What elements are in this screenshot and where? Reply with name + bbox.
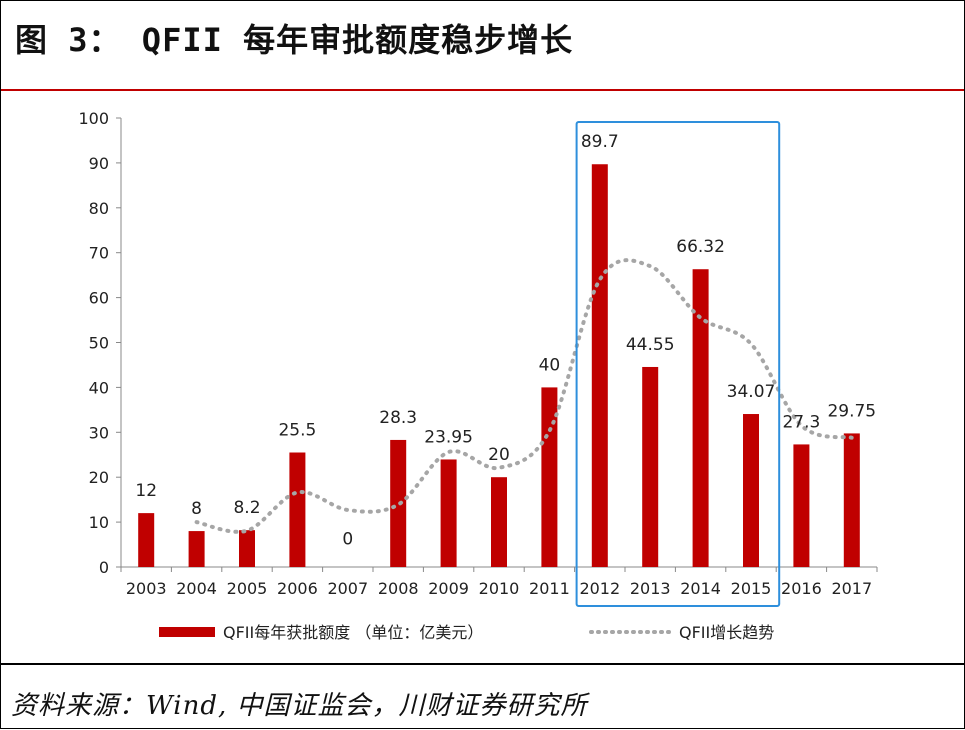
data-label-2017: 29.75 [827, 401, 876, 421]
x-tick-label: 2010 [479, 579, 520, 598]
bar-series [138, 164, 860, 567]
x-tick-label: 2008 [378, 579, 419, 598]
data-labels: 12 8 8.2 25.5 0 28.3 23.95 20 40 89.7 44.55 66.32 34… [135, 132, 876, 549]
x-tick-label: 2004 [176, 579, 217, 598]
bar-2011 [541, 387, 558, 567]
trend-series [194, 258, 854, 534]
x-tick-label: 2014 [680, 579, 721, 598]
figure-title: 图 3： QFII 每年审批额度稳步增长 [15, 21, 574, 59]
bar-2017 [843, 433, 860, 567]
y-tick-label: 90 [89, 154, 109, 173]
y-tick-label: 50 [89, 334, 109, 353]
y-axis: 0 10 20 30 40 50 60 70 80 90 100 [78, 109, 122, 577]
bar-2015 [743, 414, 759, 567]
bar-2013 [642, 366, 659, 567]
bar-2004 [188, 531, 205, 567]
y-tick-label: 100 [78, 109, 109, 128]
bar-2016 [793, 444, 810, 567]
bar-2006 [289, 452, 306, 567]
legend-label-trend: QFII增长趋势 [679, 623, 774, 642]
bar-2014 [692, 269, 709, 567]
title-bar: 图 3： QFII 每年审批额度稳步增长 [1, 1, 964, 91]
x-tick-label: 2012 [579, 579, 620, 598]
source-note: 资料来源：Wind, 中国证监会，川财证券研究所 [11, 691, 588, 721]
highlight-rect [575, 121, 781, 607]
x-axis: 2003 2004 2005 2006 2007 2008 2009 2010 2011 2012… [120, 566, 878, 598]
trend-line [194, 258, 854, 534]
data-label-2015: 34.07 [727, 382, 776, 402]
bar-2003 [138, 513, 155, 567]
y-tick-label: 0 [99, 558, 109, 577]
y-tick-label: 40 [89, 378, 109, 397]
data-label-2013: 44.55 [626, 335, 675, 355]
x-tick-label: 2013 [630, 579, 671, 598]
data-label-2010: 20 [488, 445, 510, 465]
highlight-box [575, 121, 781, 607]
y-tick-label: 60 [89, 289, 109, 308]
data-label-2004: 8 [191, 499, 202, 519]
bar-2009 [440, 459, 457, 567]
bar-2012 [591, 164, 608, 567]
y-tick-label: 70 [89, 244, 109, 263]
data-label-2006: 25.5 [278, 421, 316, 441]
data-label-2016: 27.3 [782, 412, 820, 432]
y-tick-label: 20 [89, 468, 109, 487]
data-label-2003: 12 [135, 481, 157, 501]
legend-swatch-bars [159, 627, 215, 637]
x-tick-label: 2007 [327, 579, 368, 598]
x-tick-label: 2017 [831, 579, 872, 598]
data-label-2012: 89.7 [581, 132, 619, 152]
x-tick-label: 2016 [781, 579, 822, 598]
data-label-2009: 23.95 [424, 427, 473, 447]
bar-2008 [390, 439, 407, 567]
y-tick-label: 30 [89, 423, 109, 442]
bar-2010 [491, 477, 507, 567]
y-tick-label: 10 [89, 513, 109, 532]
x-tick-label: 2005 [227, 579, 268, 598]
data-label-2008: 28.3 [379, 408, 417, 428]
x-tick-label: 2003 [126, 579, 167, 598]
x-tick-label: 2009 [428, 579, 469, 598]
x-tick-label: 2015 [731, 579, 772, 598]
data-label-2014: 66.32 [676, 237, 725, 257]
source-bar: 资料来源：Wind, 中国证监会，川财证券研究所 [1, 663, 964, 730]
bar-2005 [239, 530, 255, 567]
y-tick-label: 80 [89, 199, 109, 218]
legend-label-bars: QFII每年获批额度 （单位：亿美元） [223, 623, 483, 642]
data-label-2007: 0 [342, 530, 353, 550]
data-label-2011: 40 [539, 355, 561, 375]
x-tick-label: 2011 [529, 579, 570, 598]
legend: QFII每年获批额度 （单位：亿美元） QFII增长趋势 [159, 623, 774, 642]
data-label-2005: 8.2 [233, 498, 260, 518]
x-tick-label: 2006 [277, 579, 318, 598]
